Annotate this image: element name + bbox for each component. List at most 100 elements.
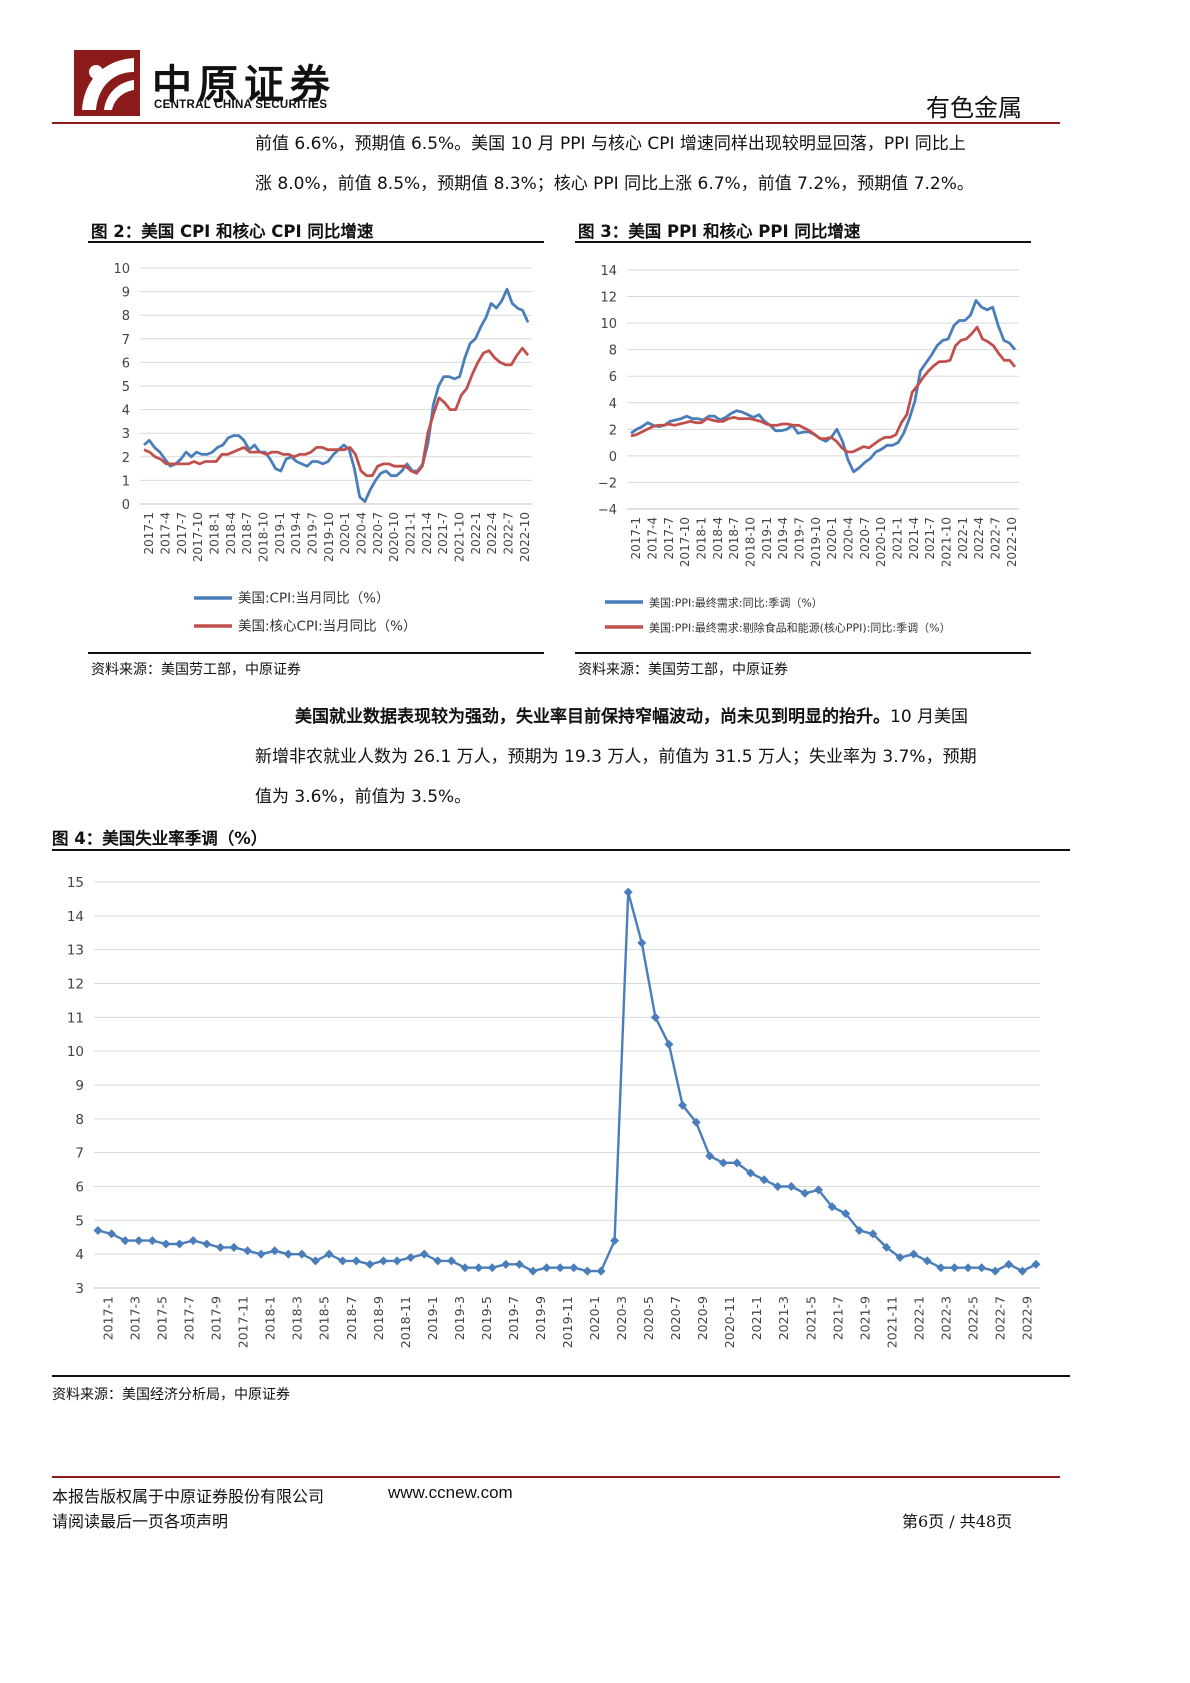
y-tick-label: 14 [600, 264, 617, 279]
data-point [460, 1263, 470, 1273]
paragraph-employment: 美国就业数据表现较为强劲，失业率目前保持窄幅波动，尚未见到明显的抬升。10 月美… [255, 697, 1060, 817]
data-point [881, 1242, 891, 1252]
x-tick-label: 2020-10 [874, 517, 888, 567]
y-tick-label: 5 [122, 380, 130, 395]
x-tick-label: 2021-1 [404, 512, 418, 555]
footer-website[interactable]: www.ccnew.com [388, 1483, 513, 1502]
fig2-top-rule [88, 241, 544, 243]
data-point [1004, 1259, 1014, 1269]
x-tick-label: 2021-3 [776, 1296, 791, 1340]
x-tick-label: 2019-10 [809, 517, 823, 567]
data-point [215, 1242, 225, 1252]
data-point [501, 1259, 511, 1269]
data-point [596, 1266, 606, 1276]
x-tick-label: 2018-11 [398, 1296, 413, 1348]
data-point [569, 1263, 579, 1273]
x-tick-label: 2021-9 [857, 1296, 872, 1340]
data-point [854, 1225, 864, 1235]
x-tick-label: 2021-7 [923, 517, 937, 560]
x-tick-label: 2022-1 [911, 1296, 926, 1340]
y-tick-label: 7 [122, 333, 130, 348]
data-point [786, 1182, 796, 1191]
footer-copyright: 本报告版权属于中原证券股份有限公司 [52, 1487, 325, 1506]
fig3-bottom-rule [575, 652, 1031, 654]
y-tick-label: 6 [609, 370, 617, 385]
y-tick-label: 2 [122, 451, 130, 466]
data-point [283, 1249, 293, 1259]
x-tick-label: 2020-10 [387, 512, 401, 562]
y-tick-label: 4 [609, 397, 617, 412]
data-point [1017, 1266, 1027, 1276]
data-point [705, 1151, 715, 1161]
paragraph-inflation: 前值 6.6%，预期值 6.5%。美国 10 月 PPI 与核心 CPI 增速同… [255, 124, 1060, 204]
x-tick-label: 2019-11 [560, 1296, 575, 1348]
paragraph-line: 前值 6.6%，预期值 6.5%。美国 10 月 PPI 与核心 CPI 增速同… [255, 134, 966, 154]
x-tick-label: 2019-7 [306, 512, 320, 555]
data-point [120, 1236, 130, 1246]
data-point [977, 1263, 987, 1273]
x-tick-label: 2022-10 [518, 512, 532, 562]
x-tick-label: 2020-7 [371, 512, 385, 555]
legend-label: 美国:PPI:最终需求:同比:季调（%） [649, 596, 823, 610]
x-tick-label: 2019-4 [289, 512, 303, 555]
y-tick-label: 12 [600, 291, 617, 306]
y-tick-label: 10 [113, 262, 130, 277]
series-line [630, 299, 1017, 474]
y-tick-label: 4 [122, 404, 130, 419]
x-tick-label: 2022-4 [972, 517, 986, 560]
y-tick-label: 2 [609, 423, 617, 438]
x-tick-label: 2022-5 [965, 1296, 980, 1340]
paragraph-text: 10 月美国 [890, 707, 969, 727]
x-tick-label: 2018-4 [711, 517, 725, 560]
data-point [378, 1256, 388, 1266]
paragraph-line: 涨 8.0%，前值 8.5%，预期值 8.3%；核心 PPI 同比上涨 6.7%… [255, 174, 974, 194]
data-point [922, 1256, 932, 1266]
data-point [256, 1249, 266, 1259]
paragraph-emphasis: 美国就业数据表现较为强劲，失业率目前保持窄幅波动，尚未见到明显的抬升。 [295, 707, 890, 727]
legend-label: 美国:核心CPI:当月同比（%） [238, 619, 416, 635]
data-point [623, 887, 633, 897]
data-point [963, 1263, 973, 1273]
data-point [446, 1256, 456, 1266]
x-tick-label: 2022-7 [989, 517, 1003, 560]
series-line [143, 287, 530, 504]
x-tick-label: 2022-4 [485, 512, 499, 555]
fig3-title: 图 3：美国 PPI 和核心 PPI 同比增速 [578, 222, 861, 241]
y-tick-label: 8 [122, 309, 130, 324]
logo-mark-icon [74, 50, 140, 116]
y-tick-label: 10 [67, 1044, 84, 1060]
x-tick-label: 2022-3 [938, 1296, 953, 1340]
data-point [297, 1249, 307, 1259]
y-tick-label: 0 [122, 498, 130, 513]
x-tick-label: 2017-10 [678, 517, 692, 567]
series-line [143, 346, 530, 478]
x-tick-label: 2019-1 [273, 512, 287, 555]
paragraph-line: 美国就业数据表现较为强劲，失业率目前保持窄幅波动，尚未见到明显的抬升。10 月美… [255, 697, 1060, 737]
x-tick-label: 2020-11 [722, 1296, 737, 1348]
paragraph-line: 新增非农就业人数为 26.1 万人，预期为 19.3 万人，前值为 31.5 万… [255, 747, 977, 767]
data-point [800, 1188, 810, 1198]
data-point [134, 1236, 144, 1246]
data-point [433, 1256, 443, 1266]
data-point [637, 938, 647, 948]
x-tick-label: 2018-5 [317, 1296, 332, 1340]
data-point [324, 1249, 334, 1259]
x-tick-label: 2022-7 [502, 512, 516, 555]
x-tick-label: 2020-9 [695, 1296, 710, 1340]
data-point [610, 1236, 620, 1246]
x-tick-label: 2017-5 [155, 1296, 170, 1340]
data-point [175, 1239, 185, 1249]
fig2-source: 资料来源：美国劳工部，中原证券 [91, 662, 301, 678]
x-tick-label: 2022-10 [1005, 517, 1019, 567]
data-point [990, 1266, 1000, 1276]
company-logo [74, 50, 140, 116]
data-point [107, 1229, 117, 1239]
fig2-title: 图 2：美国 CPI 和核心 CPI 同比增速 [91, 222, 374, 241]
data-point [759, 1175, 769, 1185]
x-tick-label: 2020-5 [641, 1296, 656, 1340]
data-point [311, 1256, 321, 1266]
data-point [732, 1158, 742, 1168]
fig4-top-rule [52, 849, 1070, 851]
data-point [147, 1236, 157, 1246]
data-point [949, 1263, 959, 1273]
